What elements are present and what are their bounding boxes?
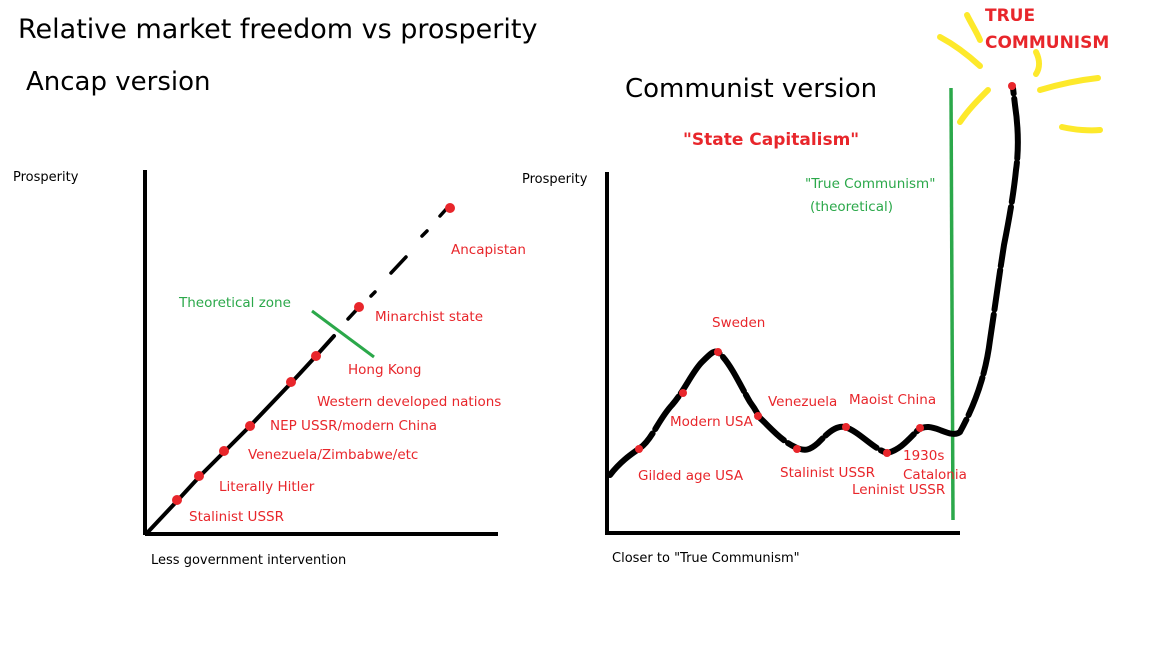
ancap-heading: Ancap version — [26, 67, 211, 97]
marker-hong-kong — [311, 351, 321, 361]
marker-true-communism — [1008, 82, 1016, 90]
label-stalinist-ussr-c: Stalinist USSR — [780, 465, 875, 481]
label-catalonia: Catalonia — [903, 467, 967, 483]
page-title: Relative market freedom vs prosperity — [18, 14, 537, 45]
communist-panel: Communist version "State Capitalism" Pro… — [522, 6, 1109, 566]
label-minarchist: Minarchist state — [375, 309, 483, 325]
marker-venezuela — [754, 412, 762, 420]
communist-theoretical-label-2: (theoretical) — [810, 199, 893, 215]
marker-1930s-catalonia — [916, 424, 924, 432]
ancap-theoretical-divider — [311, 309, 375, 359]
communist-subheading: "State Capitalism" — [683, 130, 859, 150]
communist-theoretical-label-1: "True Communism" — [805, 176, 935, 192]
ancap-panel: Ancap version Prosperity Less government… — [13, 67, 526, 568]
label-stalinist-ussr: Stalinist USSR — [189, 509, 284, 525]
marker-stalinist-ussr-c — [793, 445, 801, 453]
label-western-nations: Western developed nations — [317, 394, 501, 410]
label-nep-ussr: NEP USSR/modern China — [270, 418, 437, 434]
marker-maoist-china — [842, 423, 850, 431]
communist-heading: Communist version — [625, 74, 877, 104]
label-hong-kong: Hong Kong — [348, 362, 421, 378]
true-communism-label-2: COMMUNISM — [985, 33, 1109, 53]
true-communism-label-1: TRUE — [985, 6, 1035, 26]
marker-minarchist — [354, 302, 364, 312]
communist-markers — [635, 82, 1016, 457]
label-literally-hitler: Literally Hitler — [219, 479, 315, 495]
communist-y-axis-label: Prosperity — [522, 172, 588, 187]
ancap-x-axis-label: Less government intervention — [151, 553, 346, 568]
ancap-theoretical-label: Theoretical zone — [178, 295, 291, 311]
label-ancapistan: Ancapistan — [451, 242, 526, 258]
marker-stalinist-ussr — [172, 495, 182, 505]
label-gilded-age-usa: Gilded age USA — [638, 468, 744, 484]
communist-x-axis-label: Closer to "True Communism" — [612, 551, 800, 566]
label-maoist-china: Maoist China — [849, 392, 936, 408]
marker-ancapistan — [445, 203, 455, 213]
ancap-y-axis-label: Prosperity — [13, 170, 79, 185]
ancap-point-labels: Stalinist USSR Literally Hitler Venezuel… — [189, 242, 526, 525]
marker-gilded-age-usa — [635, 445, 643, 453]
ancap-theoretical-line — [346, 204, 451, 321]
marker-sweden — [714, 348, 722, 356]
label-modern-usa: Modern USA — [670, 414, 754, 430]
marker-modern-usa — [679, 389, 687, 397]
marker-nep-ussr — [245, 421, 255, 431]
label-1930s: 1930s — [903, 448, 944, 464]
marker-western-nations — [286, 377, 296, 387]
communist-theoretical-divider — [949, 87, 955, 521]
ancap-markers — [172, 203, 455, 505]
label-sweden: Sweden — [712, 315, 765, 331]
ancap-real-line — [145, 334, 336, 535]
label-venezuela-zimbabwe: Venezuela/Zimbabwe/etc — [248, 447, 418, 463]
marker-venezuela-zimbabwe — [219, 446, 229, 456]
marker-literally-hitler — [194, 471, 204, 481]
communist-point-labels: Gilded age USA Modern USA Sweden Venezue… — [638, 315, 967, 498]
marker-leninist-ussr — [883, 449, 891, 457]
label-venezuela: Venezuela — [768, 394, 837, 410]
sun-rays — [937, 12, 1103, 134]
label-leninist-ussr: Leninist USSR — [852, 482, 945, 498]
